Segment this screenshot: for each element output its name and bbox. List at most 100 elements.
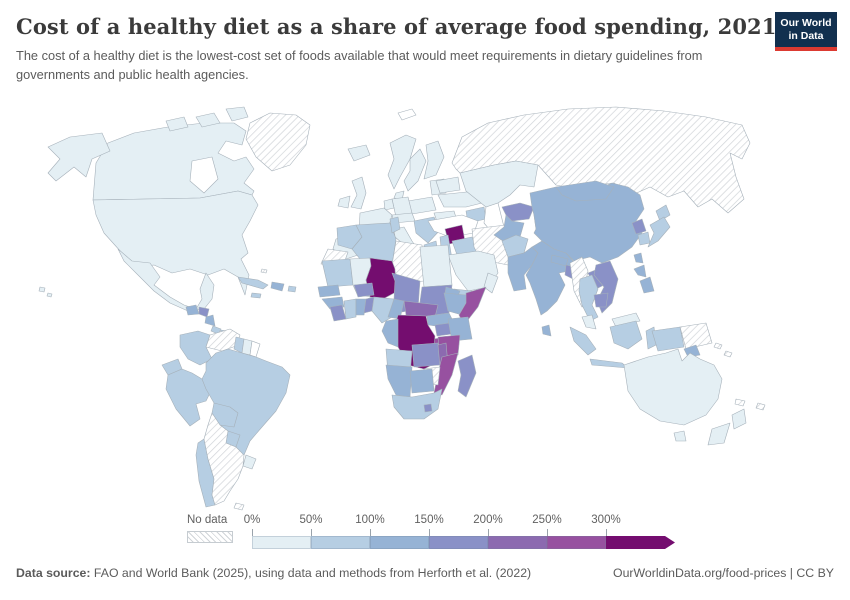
data-source-line: Data source: FAO and World Bank (2025), …	[16, 566, 531, 580]
country-falkland-islands[interactable]	[233, 502, 245, 511]
country-nicaragua[interactable]	[204, 314, 216, 327]
country-malaysia-borneo[interactable]	[611, 312, 641, 328]
country-philippines-luzon[interactable]	[633, 264, 647, 278]
country-united-states[interactable]	[92, 190, 259, 296]
country-pakistan[interactable]	[507, 246, 539, 292]
country-java[interactable]	[589, 358, 629, 369]
country-kenya[interactable]	[447, 316, 473, 342]
chart-subtitle: The cost of a healthy diet is the lowest…	[16, 48, 703, 82]
country-lesotho[interactable]	[423, 403, 433, 413]
country-jamaica[interactable]	[250, 292, 262, 299]
country-honduras[interactable]	[198, 306, 210, 318]
country-uruguay[interactable]	[242, 454, 257, 470]
country-hawaii[interactable]	[38, 286, 53, 298]
country-hudson-bay[interactable]	[189, 156, 219, 194]
country-united-kingdom[interactable]	[350, 176, 367, 210]
country-ireland[interactable]	[337, 195, 351, 209]
credit-link[interactable]: OurWorldinData.org/food-prices | CC BY	[613, 566, 834, 580]
country-mexico[interactable]	[117, 248, 215, 312]
country-nz-north-island[interactable]	[731, 408, 747, 430]
country-ghana[interactable]	[355, 298, 367, 316]
country-cuba[interactable]	[237, 276, 269, 290]
country-madagascar[interactable]	[457, 354, 477, 398]
page-title: Cost of a healthy diet as a share of ave…	[16, 14, 777, 39]
legend-tick-label-250%: 250%	[532, 514, 562, 526]
country-sweden[interactable]	[403, 148, 427, 192]
country-svalbard[interactable]	[397, 108, 417, 121]
country-senegal[interactable]	[317, 284, 341, 298]
country-benelux[interactable]	[383, 198, 395, 211]
chart-header: Cost of a healthy diet as a share of ave…	[0, 0, 850, 84]
country-hispaniola[interactable]	[270, 281, 285, 292]
country-japan-hokkaido[interactable]	[655, 204, 671, 222]
country-poland[interactable]	[407, 196, 437, 215]
country-philippines-mindanao[interactable]	[639, 276, 655, 294]
legend-bin-50–100%[interactable]	[311, 536, 370, 549]
country-guatemala[interactable]	[185, 304, 200, 316]
country-cote-divoire[interactable]	[343, 298, 357, 320]
legend-bins	[252, 536, 675, 549]
country-canada-arctic-1[interactable]	[195, 112, 221, 128]
country-solomon-1[interactable]	[713, 342, 723, 350]
country-alaska[interactable]	[47, 132, 111, 182]
country-indonesian-papua[interactable]	[651, 326, 685, 352]
country-finland[interactable]	[423, 140, 445, 180]
country-nz-south-island[interactable]	[707, 422, 731, 446]
country-burkina-faso[interactable]	[353, 282, 375, 298]
country-mongolia[interactable]	[555, 180, 615, 202]
legend-bin-300%+[interactable]	[606, 536, 675, 549]
country-new-caledonia[interactable]	[734, 398, 746, 407]
country-namibia[interactable]	[385, 364, 413, 398]
country-argentina[interactable]	[203, 412, 245, 506]
country-bahamas[interactable]	[260, 268, 268, 274]
world-map	[38, 106, 766, 511]
country-french-guiana[interactable]	[249, 340, 261, 358]
country-kazakhstan[interactable]	[459, 160, 539, 208]
owid-logo[interactable]: Our World in Data	[775, 12, 837, 52]
legend-tick-mark	[488, 529, 489, 536]
country-canada-arctic-2[interactable]	[225, 106, 249, 122]
legend-bin-100–150%[interactable]	[370, 536, 429, 549]
country-malaysia-peninsula[interactable]	[581, 314, 597, 330]
country-thailand[interactable]	[578, 274, 599, 322]
country-puerto-rico[interactable]	[287, 285, 297, 293]
country-sierra-leone-liberia[interactable]	[329, 304, 347, 322]
country-egypt[interactable]	[419, 244, 453, 288]
owid-logo-line1: Our World	[780, 17, 832, 29]
no-data-swatch[interactable]	[187, 531, 233, 543]
country-png-south[interactable]	[683, 344, 701, 358]
country-japan-honshu[interactable]	[647, 216, 671, 248]
country-botswana[interactable]	[409, 368, 435, 394]
country-tunisia[interactable]	[389, 216, 401, 234]
country-taiwan[interactable]	[633, 252, 644, 264]
country-papua-new-guinea[interactable]	[679, 322, 713, 350]
country-uzbekistan[interactable]	[501, 202, 535, 222]
country-canada-arctic-3[interactable]	[165, 116, 189, 132]
legend-bin-0–50%[interactable]	[252, 536, 311, 549]
country-canada[interactable]	[92, 122, 255, 201]
country-north-korea[interactable]	[631, 218, 647, 235]
country-fiji[interactable]	[755, 402, 766, 411]
country-solomon-2[interactable]	[723, 350, 733, 358]
legend-bin-200–250%[interactable]	[488, 536, 547, 549]
country-sri-lanka[interactable]	[541, 324, 552, 337]
country-norway[interactable]	[387, 134, 417, 190]
country-mauritania[interactable]	[321, 258, 354, 288]
country-kalimantan[interactable]	[609, 320, 643, 350]
legend-bin-150–200%[interactable]	[429, 536, 488, 549]
country-iceland[interactable]	[347, 144, 371, 162]
country-cambodia[interactable]	[593, 292, 609, 308]
country-afghanistan[interactable]	[501, 234, 529, 258]
legend-tick-mark	[370, 529, 371, 536]
country-australia[interactable]	[623, 348, 723, 426]
country-sumatra[interactable]	[569, 326, 597, 356]
country-colombia[interactable]	[179, 330, 213, 366]
country-zambia[interactable]	[411, 342, 441, 368]
country-tasmania[interactable]	[673, 430, 687, 442]
country-belarus[interactable]	[435, 176, 461, 194]
country-congo-gabon[interactable]	[381, 318, 399, 348]
country-peru[interactable]	[165, 368, 213, 427]
country-oman[interactable]	[483, 272, 499, 294]
legend-bin-250–300%[interactable]	[547, 536, 606, 549]
country-greenland[interactable]	[245, 112, 311, 172]
